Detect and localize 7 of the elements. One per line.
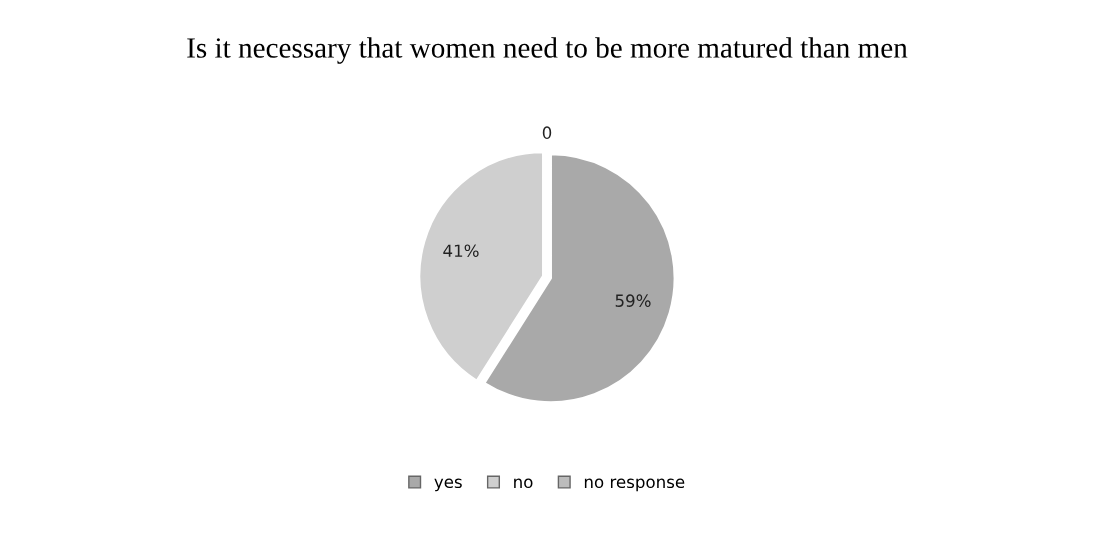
- legend-label: no response: [584, 478, 685, 492]
- chart-title: Is it necessary that women need to be more matured than men: [187, 37, 908, 64]
- data-label: 59%: [615, 294, 651, 307]
- legend-label: no: [514, 478, 533, 489]
- text: 0: [542, 126, 552, 139]
- legend-label: yes: [434, 478, 462, 492]
- data-label: 41%: [443, 244, 479, 258]
